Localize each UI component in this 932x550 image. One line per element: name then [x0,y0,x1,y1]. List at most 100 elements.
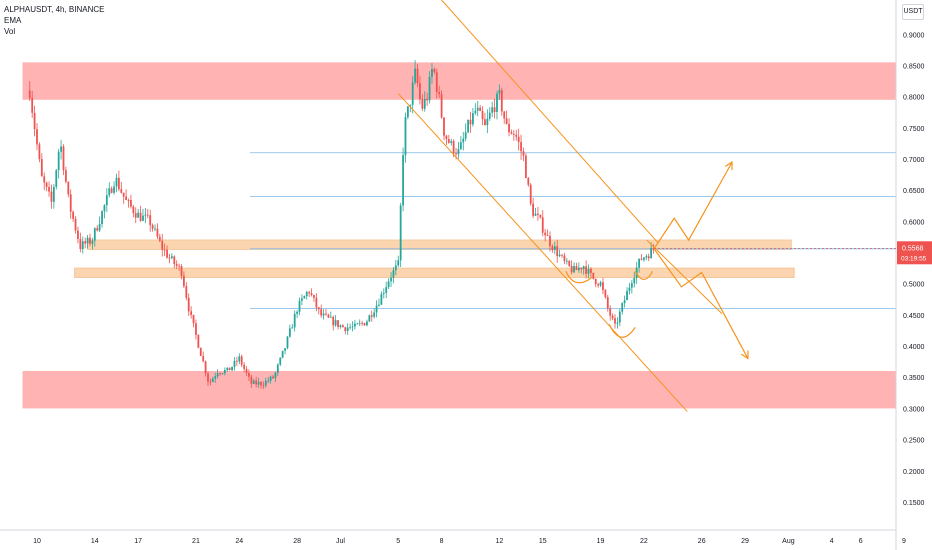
pattern-curve-2 [634,270,654,280]
candle-body-247 [623,300,626,304]
candle-body-80 [221,373,224,375]
candle-body-116 [308,292,311,294]
candle-body-124 [327,314,330,318]
candle-body-202 [515,134,518,137]
candle-body-68 [192,314,195,324]
candle-body-31 [103,205,106,212]
time-tick-label-5: 28 [293,538,301,545]
candle-body-132 [346,327,349,332]
candle-body-33 [108,188,111,196]
candle-body-60 [173,256,176,264]
candle-body-208 [529,184,532,204]
candle-body-144 [375,305,378,313]
candle-body-231 [585,266,587,274]
candle-body-181 [464,132,467,139]
candle-body-1 [31,97,34,113]
ema-indicator-label[interactable]: EMA [4,16,22,25]
candle-body-71 [199,347,202,357]
candle-body-200 [510,132,513,134]
candle-body-64 [183,275,185,287]
price-tick-label-11: 0.7000 [903,157,925,164]
candle-body-154 [399,205,402,261]
candle-body-192 [491,107,494,113]
candle-body-195 [498,90,501,94]
candle-body-224 [568,260,571,266]
candle-body-113 [301,298,303,301]
candle-body-27 [93,228,96,241]
time-axis[interactable]: 10 14 17 21 24 28 Jul 5 8 12 15 19 22 26 29 Aug 4 6 9 [33,538,906,545]
candle-body-184 [472,113,474,125]
candle-body-146 [380,293,383,305]
candle-body-254 [640,258,643,260]
candle-body-253 [638,258,640,268]
candle-body-228 [577,267,580,271]
candle-body-17 [69,194,72,212]
candle-body-77 [214,376,217,379]
candle-body-186 [476,107,479,111]
candle-body-199 [508,123,510,133]
candle-body-165 [426,98,429,101]
candle-body-143 [373,312,376,317]
price-tick-label-4: 0.3500 [903,375,925,382]
candle-body-168 [433,69,436,73]
candle-body-188 [481,110,484,120]
candle-body-174 [447,139,450,143]
projection-arrowhead-1 [740,350,749,360]
candle-body-101 [272,376,274,379]
candle-body-96 [260,381,262,386]
candle-body-93 [252,380,255,384]
candle-body-106 [284,348,286,351]
candle-body-187 [479,107,482,111]
time-tick-label-18: 9 [902,538,906,545]
candle-body-225 [570,265,573,273]
symbol-title[interactable]: ALPHAUSDT, 4h, BINANCE [4,5,105,14]
time-tick-label-17: 6 [859,538,863,545]
candle-body-4 [38,144,41,160]
volume-indicator-label[interactable]: Vol [4,27,16,36]
candle-body-122 [322,313,325,316]
candle-body-259 [652,247,655,250]
candle-body-83 [228,367,231,371]
time-tick-label-8: 8 [440,538,444,545]
candle-body-24 [86,237,89,244]
candle-body-142 [370,315,373,317]
candle-body-34 [110,188,113,193]
currency-label[interactable]: USDT [902,4,924,20]
time-tick-label-4: 24 [235,538,243,545]
candle-body-50 [149,215,152,226]
candle-body-62 [178,265,180,267]
time-tick-label-12: 22 [640,538,648,545]
candle-body-40 [125,196,128,200]
candle-body-250 [630,283,633,288]
candle-body-171 [440,94,443,118]
candle-body-58 [168,257,171,259]
last-price-badge: 0.5568 03:19:55 [654,241,932,265]
candle-body-159 [411,82,414,105]
candle-body-150 [390,277,392,282]
candle-body-167 [431,69,433,77]
candle-body-66 [187,297,190,312]
candle-body-175 [450,141,453,143]
candle-body-214 [544,232,547,236]
candle-body-72 [202,356,205,362]
candle-body-227 [575,266,578,271]
candle-body-243 [614,318,616,324]
price-tick-label-15: 0.9000 [903,32,925,39]
candle-body-46 [139,212,142,221]
candle-body-105 [281,350,284,358]
candle-body-38 [120,189,123,193]
candle-body-19 [74,218,77,231]
candle-body-232 [587,268,590,274]
candle-body-107 [286,336,289,349]
candle-body-147 [382,292,385,294]
candle-body-49 [146,214,149,216]
candle-body-54 [158,236,161,241]
candle-body-234 [592,272,595,279]
candle-body-82 [226,367,229,371]
channel-line-0 [441,0,659,244]
candle-body-112 [298,300,301,312]
candle-body-230 [582,266,585,270]
candle-body-18 [72,211,75,219]
candle-body-209 [532,203,535,216]
